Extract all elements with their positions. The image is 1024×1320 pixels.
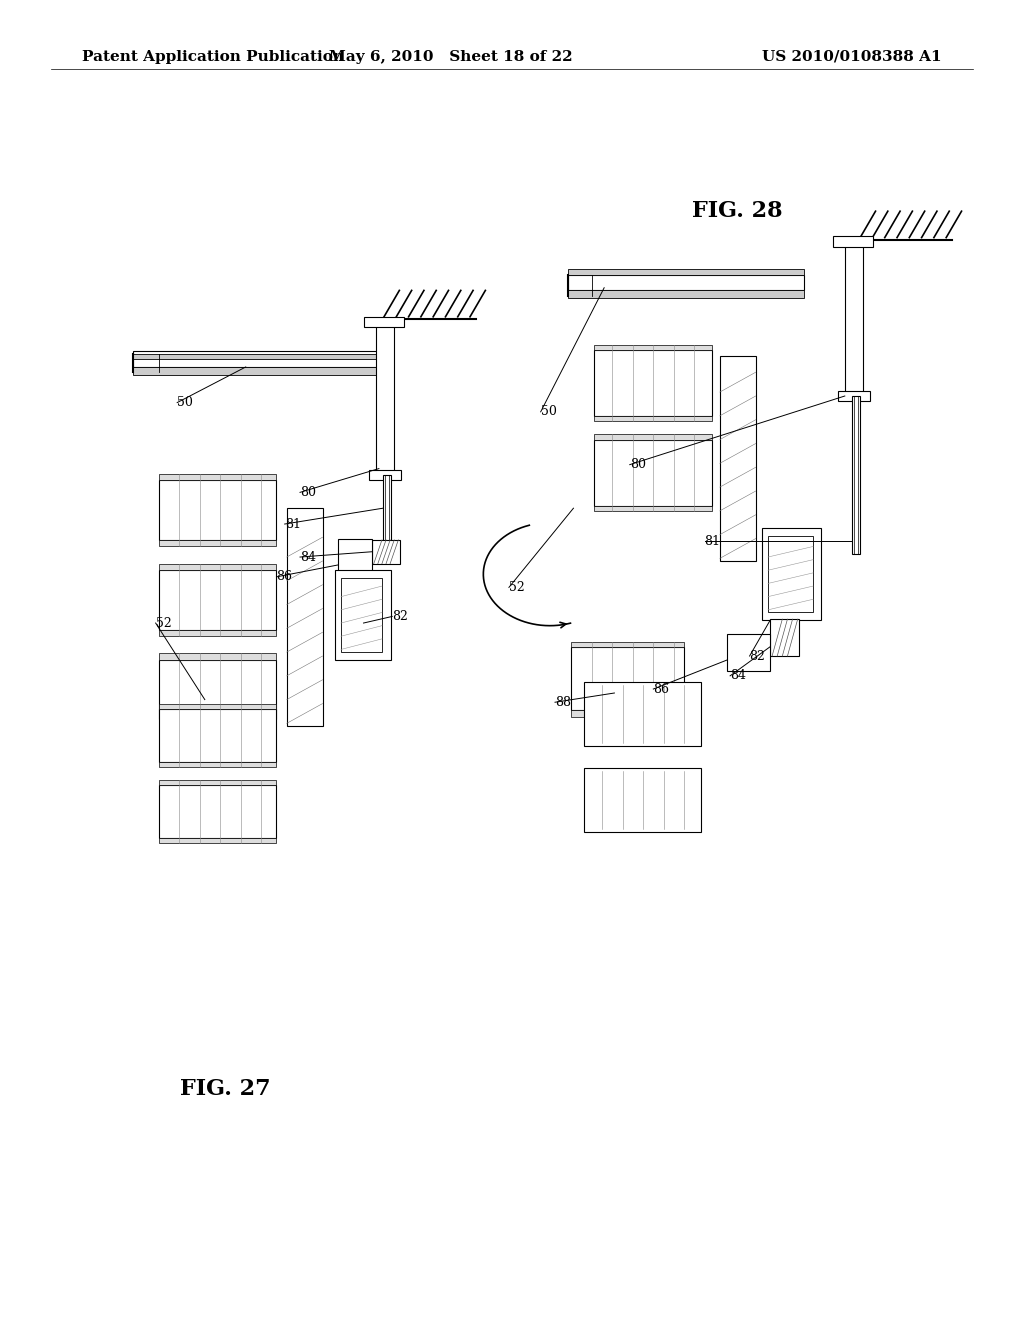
Bar <box>159 762 276 767</box>
Bar <box>568 290 804 298</box>
Bar <box>833 236 873 247</box>
Bar <box>594 345 712 350</box>
Bar <box>159 709 276 762</box>
Bar <box>584 768 701 832</box>
Bar <box>584 682 701 746</box>
Bar <box>159 704 276 709</box>
Bar <box>571 710 684 717</box>
Text: 52: 52 <box>156 616 171 630</box>
Bar <box>133 354 379 359</box>
Text: 84: 84 <box>730 669 746 682</box>
Bar <box>383 475 391 541</box>
Text: FIG. 28: FIG. 28 <box>692 201 782 222</box>
Bar <box>159 838 276 843</box>
Bar <box>159 564 276 570</box>
Bar <box>159 785 276 838</box>
Bar <box>133 351 379 367</box>
Text: 86: 86 <box>276 570 293 583</box>
Text: 50: 50 <box>541 405 557 418</box>
Bar <box>845 240 863 396</box>
Text: 88: 88 <box>555 696 571 709</box>
Bar <box>159 540 276 546</box>
Bar <box>341 578 382 652</box>
Text: 81: 81 <box>285 517 301 531</box>
Text: Patent Application Publication: Patent Application Publication <box>82 50 344 63</box>
Bar <box>159 660 276 719</box>
Text: 81: 81 <box>705 535 721 548</box>
Bar <box>364 317 404 327</box>
Bar <box>335 570 391 660</box>
Bar <box>376 319 394 475</box>
Text: 82: 82 <box>392 610 409 623</box>
Bar <box>159 630 276 636</box>
Bar <box>762 528 821 620</box>
Bar <box>159 480 276 540</box>
Text: May 6, 2010   Sheet 18 of 22: May 6, 2010 Sheet 18 of 22 <box>329 50 572 63</box>
Text: US 2010/0108388 A1: US 2010/0108388 A1 <box>763 50 942 63</box>
Bar <box>568 269 804 275</box>
Bar <box>287 508 323 726</box>
Bar <box>159 474 276 480</box>
Bar <box>852 396 860 554</box>
Bar <box>571 642 684 647</box>
Bar <box>594 440 712 506</box>
Bar <box>727 634 770 671</box>
Text: 50: 50 <box>177 396 194 409</box>
Bar <box>594 434 712 440</box>
Bar <box>568 275 804 290</box>
Bar <box>133 367 379 375</box>
Text: 82: 82 <box>750 649 766 663</box>
Bar <box>594 416 712 421</box>
Bar <box>594 506 712 511</box>
Text: 84: 84 <box>300 550 316 564</box>
Bar <box>369 470 401 480</box>
Bar <box>159 719 276 726</box>
Bar <box>768 536 813 612</box>
Bar <box>770 619 799 656</box>
Bar <box>838 391 870 401</box>
Bar <box>338 539 372 572</box>
Bar <box>159 653 276 660</box>
Bar <box>159 780 276 785</box>
Bar <box>372 540 400 564</box>
Text: 80: 80 <box>630 458 646 471</box>
Bar <box>720 356 756 561</box>
Text: 86: 86 <box>653 682 670 696</box>
Text: 52: 52 <box>509 581 524 594</box>
Text: FIG. 27: FIG. 27 <box>180 1078 270 1100</box>
Bar <box>594 350 712 416</box>
Bar <box>159 570 276 630</box>
Text: 80: 80 <box>300 486 316 499</box>
Bar <box>571 647 684 710</box>
